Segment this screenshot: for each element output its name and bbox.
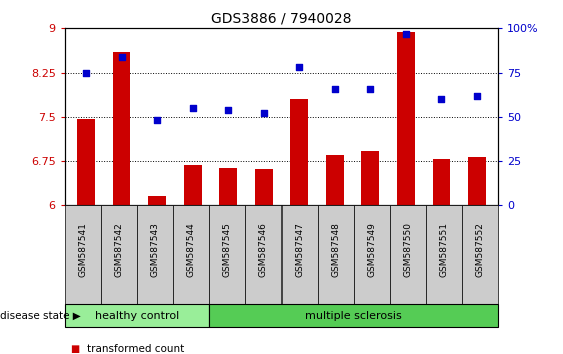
Point bbox=[472, 93, 481, 98]
Text: transformed count: transformed count bbox=[87, 344, 185, 354]
Point bbox=[188, 105, 197, 111]
Text: GSM587549: GSM587549 bbox=[367, 222, 376, 278]
Point bbox=[401, 31, 410, 36]
Bar bbox=[361, 151, 379, 205]
Point bbox=[366, 86, 375, 91]
Title: GDS3886 / 7940028: GDS3886 / 7940028 bbox=[211, 12, 352, 26]
Bar bbox=[148, 196, 166, 205]
Text: GSM587550: GSM587550 bbox=[404, 222, 413, 278]
Text: GSM587541: GSM587541 bbox=[78, 222, 87, 278]
Bar bbox=[397, 33, 415, 205]
Text: multiple sclerosis: multiple sclerosis bbox=[305, 311, 402, 321]
Bar bbox=[432, 159, 450, 205]
Text: disease state ▶: disease state ▶ bbox=[0, 311, 81, 321]
Text: GSM587552: GSM587552 bbox=[476, 222, 485, 278]
Bar bbox=[77, 119, 95, 205]
Bar bbox=[291, 99, 308, 205]
Bar bbox=[220, 168, 237, 205]
Text: ■: ■ bbox=[70, 344, 79, 354]
Text: GSM587546: GSM587546 bbox=[259, 222, 268, 278]
Text: GSM587544: GSM587544 bbox=[187, 223, 196, 277]
Bar bbox=[326, 155, 343, 205]
Point bbox=[153, 118, 162, 123]
Point bbox=[259, 110, 268, 116]
Bar bbox=[468, 157, 486, 205]
Text: healthy control: healthy control bbox=[95, 311, 179, 321]
Bar bbox=[113, 52, 131, 205]
Text: GSM587542: GSM587542 bbox=[114, 223, 123, 277]
Text: GSM587547: GSM587547 bbox=[295, 222, 304, 278]
Bar bbox=[184, 165, 202, 205]
Text: GSM587551: GSM587551 bbox=[440, 222, 449, 278]
Point bbox=[330, 86, 339, 91]
Point bbox=[437, 96, 446, 102]
Point bbox=[295, 64, 304, 70]
Bar bbox=[255, 169, 272, 205]
Text: GSM587548: GSM587548 bbox=[331, 222, 340, 278]
Point bbox=[224, 107, 233, 113]
Point bbox=[117, 54, 126, 59]
Text: GSM587545: GSM587545 bbox=[223, 222, 232, 278]
Point bbox=[82, 70, 91, 75]
Text: GSM587543: GSM587543 bbox=[150, 222, 159, 278]
